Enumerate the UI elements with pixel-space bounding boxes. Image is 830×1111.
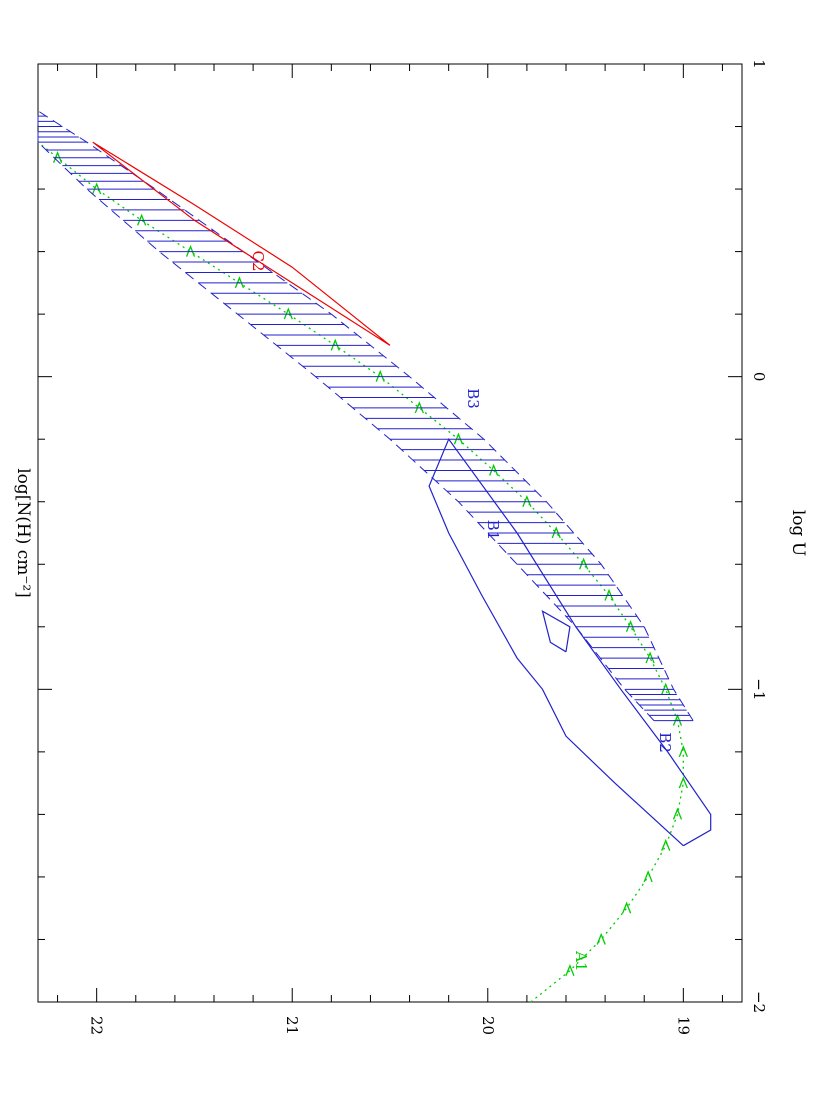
series-point-0 [661, 682, 671, 695]
band-upper-edge [37, 110, 694, 721]
y-tick-label: 22 [88, 1016, 106, 1035]
series-point-0 [622, 901, 632, 914]
series-contour-4 [92, 141, 391, 346]
series-line-0 [37, 141, 684, 1003]
series-point-0 [92, 182, 102, 195]
series-point-0 [661, 838, 671, 851]
series-point-0 [578, 557, 589, 570]
hatched-band-1 [37, 110, 694, 722]
series-point-0 [551, 526, 561, 539]
series-contour-2 [428, 437, 712, 847]
series-point-0 [643, 870, 653, 883]
y-tick-label: 20 [479, 1016, 497, 1035]
annotation-label: C2 [249, 250, 267, 271]
series-point-0 [604, 588, 614, 601]
plot-frame [37, 63, 743, 1003]
annotation-layer: A1 B1 B2 B3 C2 [249, 250, 674, 971]
series-layer [37, 110, 712, 1003]
y-tick-label: 19 [674, 1016, 692, 1035]
series-point-0 [137, 213, 147, 226]
y-tick-label: 21 [283, 1016, 301, 1035]
band-lower-edge [37, 110, 655, 721]
axis-ticks [38, 63, 742, 1003]
series-point-0 [375, 369, 385, 382]
x-tick-label: 0 [750, 372, 768, 382]
series-point-0 [283, 307, 293, 320]
annotation-label: B3 [464, 388, 482, 409]
annotation-label: B2 [656, 732, 674, 753]
series-point-0 [185, 244, 196, 257]
tick-labels: −2 −1 0 1 19 20 21 22 [88, 59, 768, 1035]
series-point-0 [414, 401, 424, 414]
series-point-0 [453, 432, 464, 445]
series-point-0 [234, 276, 245, 289]
series-point-0 [596, 932, 606, 945]
x-tick-label: −1 [750, 678, 768, 700]
series-point-0 [489, 463, 499, 476]
series-point-0 [678, 776, 688, 789]
series-contour-3 [541, 609, 571, 653]
series-point-0 [678, 745, 688, 758]
x-tick-label: −2 [750, 991, 768, 1013]
series-point-0 [672, 807, 683, 820]
annotation-label: B1 [484, 520, 502, 541]
series-point-0 [625, 620, 636, 633]
series-point-0 [522, 494, 532, 507]
series-point-0 [52, 151, 63, 164]
series-point-0 [645, 651, 655, 664]
annotation-label: A1 [572, 950, 590, 971]
x-axis-title: log U [788, 510, 808, 556]
y-axis-title: log[N(H) cm⁻²] [13, 468, 33, 598]
x-tick-label: 1 [750, 59, 768, 69]
series-point-0 [565, 963, 575, 976]
series-point-0 [330, 338, 340, 351]
